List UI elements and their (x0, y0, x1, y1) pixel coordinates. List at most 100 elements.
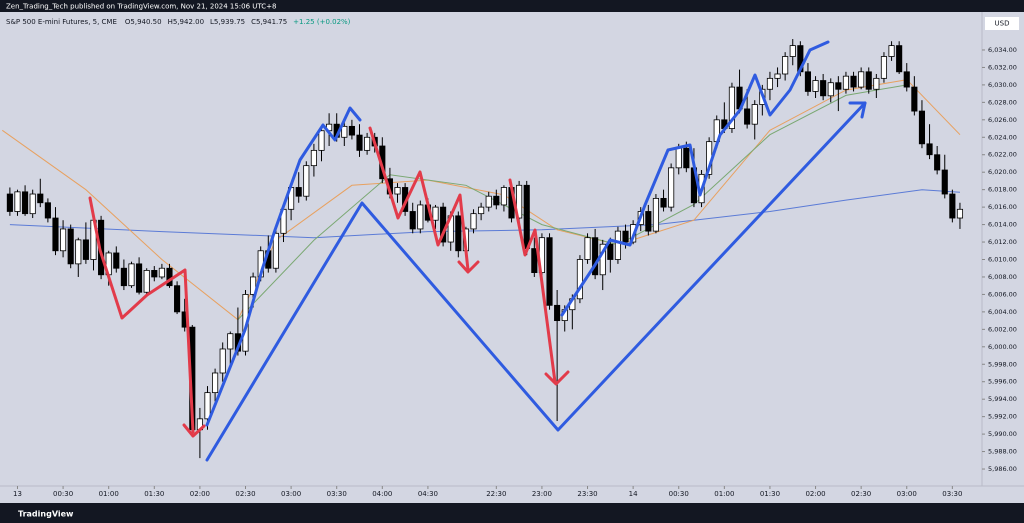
candle-body (303, 165, 310, 197)
legend-value: +1.25 (+0.02%) (293, 18, 351, 26)
x-tick-label: 00:30 (669, 490, 689, 498)
x-tick-label: 01:00 (714, 490, 734, 498)
candle-body (37, 193, 44, 204)
currency: USD (995, 20, 1010, 28)
candle-body (364, 136, 371, 151)
candle-body (22, 191, 29, 215)
candle-body (212, 372, 219, 394)
candle-body (455, 215, 462, 252)
candle-body (812, 80, 819, 92)
candle-body (599, 243, 606, 276)
y-tick-label: 5,990.00 (988, 430, 1017, 438)
candle-body (348, 125, 355, 136)
moving-average (237, 84, 907, 321)
y-tick-label: 6,016.00 (988, 203, 1017, 211)
candle-body (485, 195, 492, 208)
drawing-line (560, 40, 830, 317)
candle-body (941, 169, 948, 195)
candle-body (151, 270, 158, 278)
y-tick-label: 5,986.00 (988, 465, 1017, 473)
candle-body (668, 167, 675, 208)
x-tick-label: 13 (13, 490, 22, 498)
y-tick-label: 5,994.00 (988, 395, 1017, 403)
candle-body (660, 197, 667, 208)
candle-body (896, 45, 903, 73)
drawing-line (88, 196, 195, 434)
drawing-arrow (457, 260, 480, 274)
candle-body (174, 285, 181, 313)
published-note: Zen_Trading_Tech published on TradingVie… (6, 3, 277, 11)
candle-body (158, 267, 165, 278)
drawing-line (368, 126, 470, 272)
candle-body (113, 252, 120, 269)
candle-body (789, 45, 796, 57)
y-tick-label: 6,002.00 (988, 325, 1017, 333)
candle-body (850, 75, 857, 88)
candle-body (918, 110, 926, 145)
y-tick-label: 6,000.00 (988, 343, 1017, 351)
candle-body (858, 71, 865, 88)
candle-body (272, 232, 279, 269)
candle-body (926, 143, 933, 156)
candle-body (949, 193, 956, 219)
x-tick-label: 04:30 (418, 490, 438, 498)
drawing-line (205, 101, 867, 462)
x-tick-label: 03:30 (942, 490, 962, 498)
candle-body (493, 195, 500, 206)
candle-body (310, 149, 317, 167)
candle-body (478, 206, 485, 215)
drawing-arrow (544, 370, 570, 386)
candle-body (67, 228, 74, 265)
candle-body (82, 239, 89, 260)
candle-body (645, 211, 652, 232)
candle-body (227, 333, 234, 350)
candle-body (136, 263, 143, 293)
symbol-title: S&P 500 E-mini Futures, 5, CME (6, 18, 117, 26)
candle-body (827, 82, 834, 97)
candle-body (903, 71, 910, 88)
candle-body (835, 82, 842, 90)
candle-body (744, 108, 751, 125)
y-tick-label: 6,012.00 (988, 238, 1017, 246)
y-tick-label: 6,030.00 (988, 81, 1017, 89)
y-tick-label: 5,988.00 (988, 448, 1017, 456)
drawing-arrow (182, 423, 206, 438)
plot (2, 39, 964, 459)
candle-body (607, 243, 614, 260)
candle-body (295, 187, 302, 197)
y-tick-label: 6,010.00 (988, 256, 1017, 264)
bottom-bar (0, 503, 1024, 523)
x-tick-label: 22:30 (486, 490, 506, 498)
y-tick-label: 6,028.00 (988, 98, 1017, 106)
y-tick-label: 5,996.00 (988, 378, 1017, 386)
candle-body (766, 77, 774, 90)
candle-body (934, 154, 941, 171)
legend-value: H5,942.00 (168, 18, 204, 26)
candle-body (652, 197, 659, 232)
brand: TradingView (18, 510, 74, 519)
y-tick-label: 6,004.00 (988, 308, 1017, 316)
x-tick-label: 02:00 (190, 490, 210, 498)
candle-body (584, 237, 591, 260)
candle-body (394, 187, 401, 195)
y-tick-label: 6,026.00 (988, 116, 1017, 124)
x-tick-label: 03:30 (327, 490, 347, 498)
x-tick-label: 04:00 (372, 490, 392, 498)
x-tick-label: 01:30 (760, 490, 780, 498)
candle-body (250, 276, 257, 295)
y-tick-label: 5,998.00 (988, 360, 1017, 368)
candle-body (204, 392, 211, 420)
candle-body (888, 45, 895, 57)
currency-box (985, 17, 1019, 30)
candle-body (523, 184, 530, 249)
x-tick-label: 14 (629, 490, 638, 498)
candle-body (531, 248, 538, 273)
y-tick-label: 6,032.00 (988, 63, 1017, 71)
candle-body (409, 211, 416, 230)
candle-body (500, 187, 507, 206)
candle-body (622, 230, 629, 243)
y-tick-label: 6,034.00 (988, 46, 1017, 54)
top-bar (0, 0, 1024, 12)
